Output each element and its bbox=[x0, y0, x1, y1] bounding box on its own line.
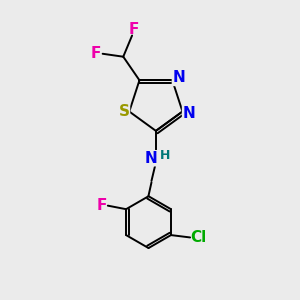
Text: F: F bbox=[91, 46, 101, 61]
Text: Cl: Cl bbox=[190, 230, 206, 245]
Text: N: N bbox=[172, 70, 185, 86]
Text: F: F bbox=[96, 198, 106, 213]
Text: N: N bbox=[145, 151, 158, 166]
Text: F: F bbox=[128, 22, 139, 37]
Text: N: N bbox=[183, 106, 195, 122]
Text: H: H bbox=[160, 149, 170, 162]
Text: S: S bbox=[118, 104, 130, 119]
